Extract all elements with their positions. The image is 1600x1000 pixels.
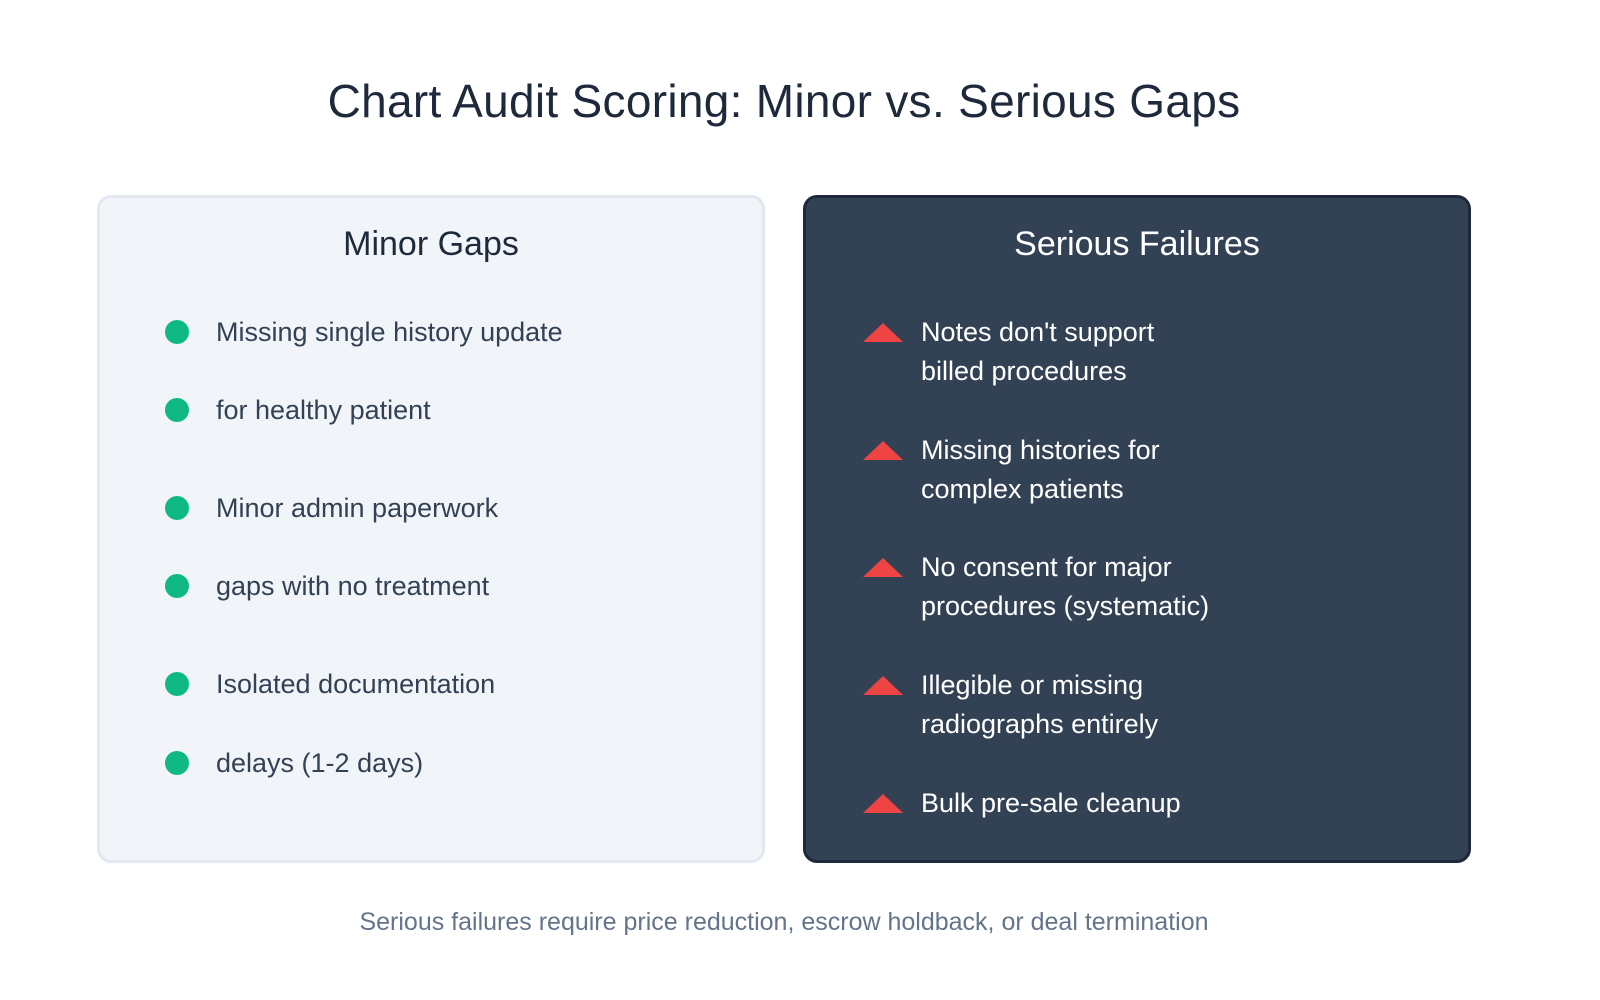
minor-gaps-heading: Minor Gaps <box>343 225 519 263</box>
serious-failure-text: Illegible or missing radiographs entirel… <box>921 670 1159 739</box>
green-circle-icon <box>165 672 189 696</box>
green-circle-icon <box>165 574 189 598</box>
serious-failures-card: Serious Failures Notes don't support bil… <box>803 195 1471 863</box>
serious-failure-text: Missing histories for complex patients <box>921 435 1160 504</box>
green-circle-icon <box>165 751 189 775</box>
green-circle-icon <box>165 320 189 344</box>
serious-failure-text: Notes don't support billed procedures <box>921 317 1155 386</box>
serious-failure-text: No consent for major procedures (systema… <box>921 552 1210 621</box>
red-triangle-warning-icon <box>863 441 903 460</box>
minor-gap-text: Missing single history update <box>216 317 563 347</box>
minor-gap-text: delays (1-2 days) <box>216 748 424 778</box>
red-triangle-warning-icon <box>863 323 903 342</box>
serious-failure-text: Bulk pre-sale cleanup <box>921 788 1181 818</box>
footer-note: Serious failures require price reduction… <box>359 908 1209 936</box>
green-circle-icon <box>165 398 189 422</box>
red-triangle-warning-icon <box>863 676 903 695</box>
serious-failures-heading: Serious Failures <box>1014 225 1260 263</box>
minor-gap-text: gaps with no treatment <box>216 571 490 601</box>
minor-gaps-card: Minor Gaps Missing single history update… <box>97 195 765 863</box>
red-triangle-warning-icon <box>863 558 903 577</box>
page-title: Chart Audit Scoring: Minor vs. Serious G… <box>327 75 1241 127</box>
green-circle-icon <box>165 496 189 520</box>
minor-gap-text: Minor admin paperwork <box>216 493 499 523</box>
red-triangle-warning-icon <box>863 794 903 813</box>
minor-gap-text: for healthy patient <box>216 395 431 425</box>
minor-gap-text: Isolated documentation <box>216 669 496 699</box>
